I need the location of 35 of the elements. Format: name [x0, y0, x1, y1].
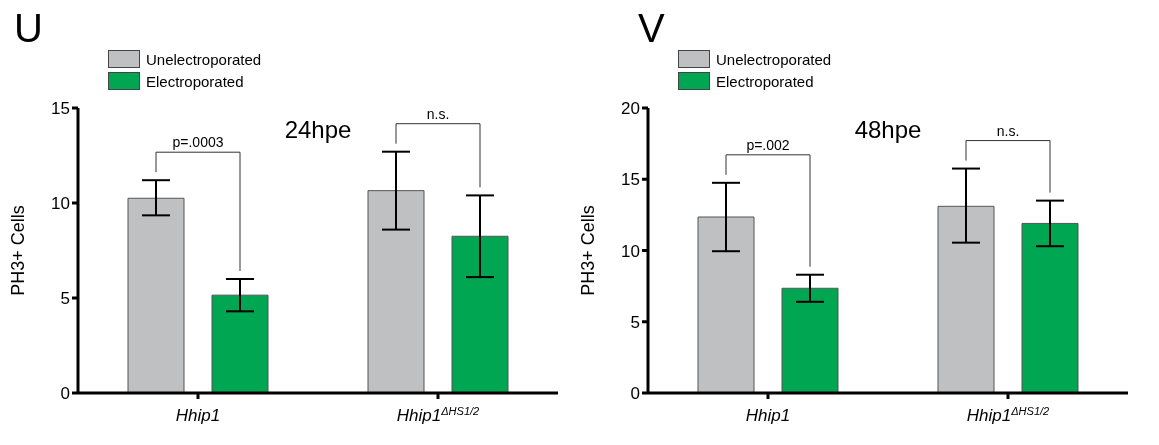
- y-tick-label: 5: [60, 289, 70, 309]
- bar: [697, 216, 755, 393]
- x-tick-label: Hhip1$^{ΔHS1/2}$: [966, 405, 1050, 425]
- text: V: [638, 6, 665, 50]
- chart-title: 24hpe: [284, 116, 352, 143]
- bar: [367, 190, 425, 393]
- legend-label: Electroporated: [716, 72, 814, 90]
- y-tick-label: 0: [60, 384, 70, 404]
- y-tick-label: 15: [621, 170, 640, 190]
- bar: [1021, 222, 1079, 393]
- legend-label: Electroporated: [146, 72, 244, 90]
- bar: [127, 197, 185, 393]
- y-tick-label: 10: [621, 241, 640, 261]
- annotation: p=.0003: [172, 134, 224, 151]
- x-tick-label: Hhip1$^{ΔHS1/2}$: [396, 405, 480, 425]
- annotation: p=.002: [746, 136, 790, 153]
- y-tick-label: 15: [51, 99, 70, 119]
- x-tick-label: Hhip1: [745, 406, 791, 425]
- text: U: [14, 6, 43, 50]
- y-axis-title: PH3+ Cells: [8, 205, 29, 296]
- bar: [937, 205, 995, 393]
- bar: [781, 287, 839, 393]
- annotation: n.s.: [426, 105, 450, 122]
- y-tick-label: 0: [630, 384, 640, 404]
- x-tick-label: Hhip1: [175, 406, 221, 425]
- chart-title: 48hpe: [854, 116, 922, 143]
- legend-label: Unelectroporated: [146, 50, 262, 68]
- y-axis-title: PH3+ Cells: [578, 205, 599, 296]
- bar: [211, 294, 269, 393]
- y-tick-label: 20: [621, 99, 640, 119]
- legend-label: Unelectroporated: [716, 50, 832, 68]
- bar: [451, 235, 509, 393]
- y-tick-label: 10: [51, 194, 70, 214]
- y-tick-label: 5: [630, 312, 640, 332]
- annotation: n.s.: [996, 122, 1020, 139]
